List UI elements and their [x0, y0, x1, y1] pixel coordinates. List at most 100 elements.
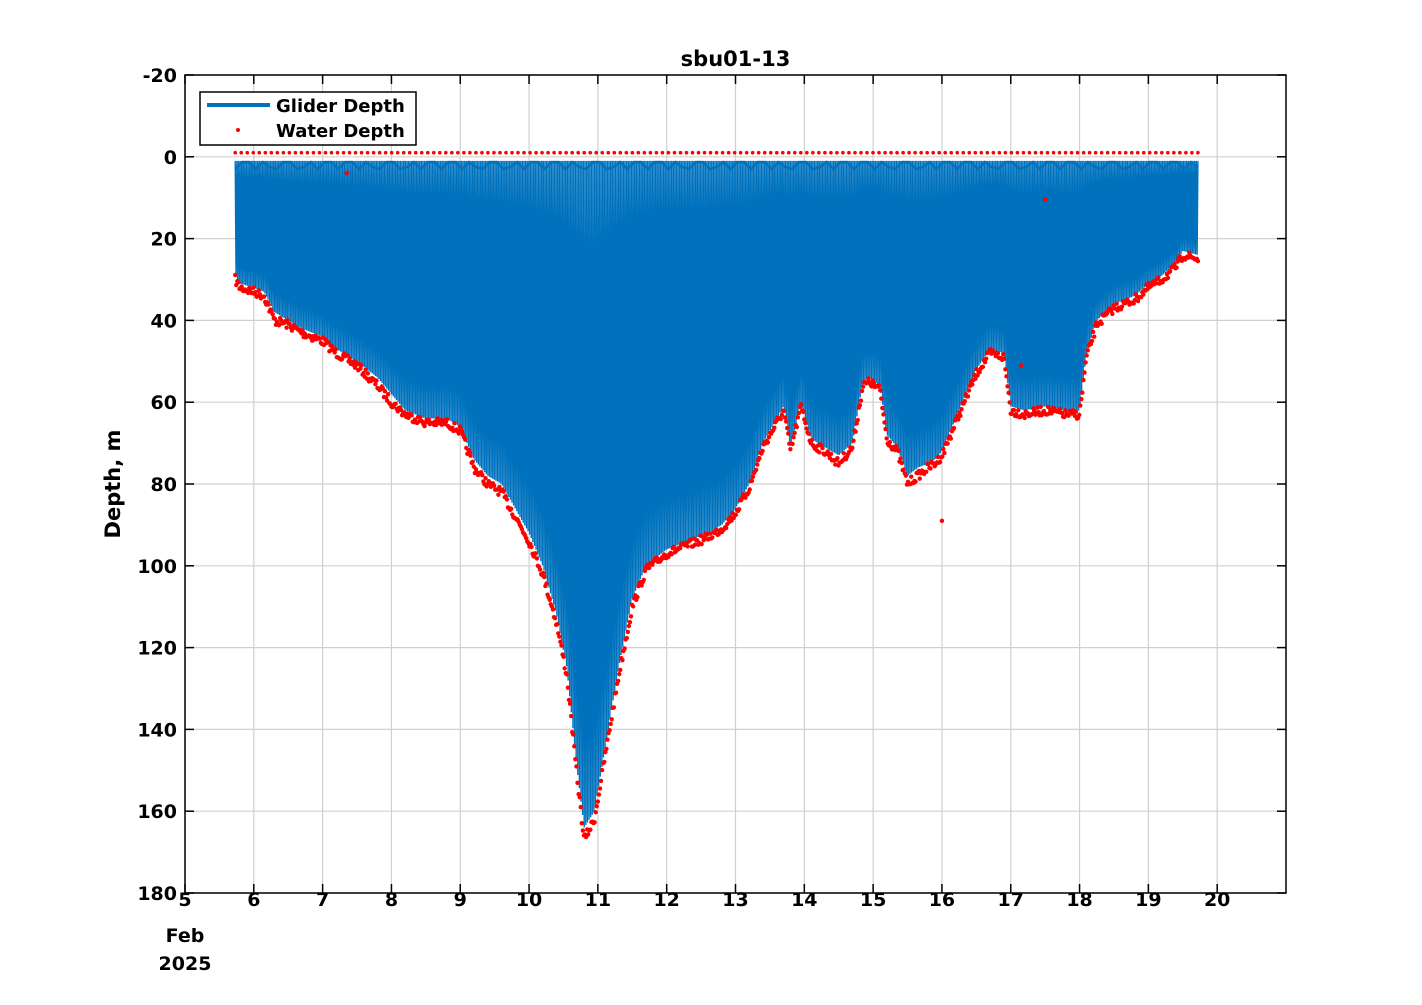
water-depth-point — [970, 382, 975, 387]
water-depth-point — [1078, 403, 1083, 408]
water-depth-point — [955, 413, 960, 419]
water-surface-point — [883, 150, 887, 155]
water-depth-point — [483, 476, 488, 481]
water-depth-point — [547, 597, 552, 602]
water-depth-point — [692, 542, 698, 547]
water-surface-point — [762, 150, 767, 155]
water-depth-point — [1011, 407, 1017, 413]
water-depth-point — [497, 484, 502, 490]
water-surface-point — [919, 150, 923, 155]
water-surface-point — [311, 150, 316, 155]
water-depth-point — [804, 426, 809, 431]
water-depth-point — [1063, 408, 1068, 413]
water-depth-point — [595, 799, 601, 804]
water-surface-point — [287, 150, 292, 155]
y-tick-label: 40 — [151, 310, 177, 332]
water-depth-point — [347, 356, 352, 361]
water-surface-point — [251, 150, 256, 155]
water-depth-point — [253, 289, 258, 295]
water-depth-point — [597, 786, 603, 791]
water-surface-point — [1039, 150, 1044, 155]
water-depth-point — [854, 421, 859, 426]
water-depth-point — [611, 705, 617, 710]
water-depth-point — [622, 646, 627, 651]
water-surface-point — [1033, 150, 1038, 155]
water-surface-point — [642, 150, 647, 155]
x-tick-label: 13 — [722, 889, 748, 911]
water-depth-point — [876, 383, 882, 388]
water-depth-point — [859, 388, 865, 394]
water-depth-point — [1195, 258, 1201, 264]
x-tick-label: 20 — [1204, 889, 1230, 911]
water-depth-point — [270, 312, 275, 317]
x-tick-label: 17 — [998, 889, 1024, 911]
water-surface-point — [335, 150, 340, 155]
water-depth-point — [1081, 377, 1086, 383]
x-tick-label: 12 — [653, 889, 679, 911]
water-surface-point — [678, 150, 683, 155]
water-depth-point — [1002, 356, 1007, 361]
water-depth-point — [1001, 351, 1006, 357]
water-depth-point — [850, 445, 855, 451]
x-tick-label: 14 — [791, 889, 817, 911]
water-depth-point — [523, 535, 529, 541]
water-surface-point — [456, 150, 460, 155]
water-depth-point — [501, 489, 506, 494]
water-depth-point — [330, 344, 335, 349]
water-depth-point — [1082, 370, 1087, 375]
water-depth-point — [326, 339, 331, 345]
water-depth-point — [1073, 409, 1079, 414]
water-depth-point — [1066, 413, 1071, 418]
water-depth-point — [801, 409, 806, 415]
x-tick-label: 8 — [385, 889, 398, 911]
water-depth-point — [579, 821, 584, 826]
water-surface-point — [474, 150, 478, 155]
water-depth-point — [788, 446, 793, 452]
water-surface-point — [1166, 150, 1170, 155]
water-depth-point — [878, 388, 883, 393]
glider-surface-line — [234, 160, 1199, 171]
water-surface-point — [1087, 150, 1092, 155]
water-surface-point — [540, 150, 544, 155]
water-surface-point — [1160, 150, 1164, 155]
water-depth-point — [958, 413, 963, 418]
water-surface-point — [943, 150, 948, 155]
water-depth-point — [557, 634, 562, 639]
water-depth-point — [452, 420, 457, 426]
glider-depth-line — [234, 160, 1199, 828]
legend-water-swatch — [236, 128, 240, 132]
water-depth-point — [1079, 396, 1084, 402]
water-surface-point — [582, 150, 587, 155]
water-surface-point — [293, 150, 298, 155]
water-surface-point — [257, 150, 262, 155]
water-surface-point — [570, 150, 574, 155]
water-depth-point — [422, 423, 427, 429]
water-depth-point — [896, 448, 901, 454]
water-surface-point — [630, 150, 635, 155]
water-surface-point — [528, 150, 532, 155]
water-depth-point — [617, 671, 622, 677]
water-surface-point — [624, 150, 629, 155]
water-depth-point — [261, 294, 267, 299]
y-tick-label: 20 — [151, 229, 177, 251]
water-depth-point — [796, 410, 802, 416]
water-surface-point — [347, 150, 352, 155]
water-surface-point — [985, 150, 990, 155]
water-depth-point — [817, 450, 822, 455]
water-surface-point — [1147, 150, 1152, 155]
water-surface-point — [1075, 150, 1080, 155]
water-depth-point — [470, 459, 475, 465]
water-surface-point — [732, 150, 737, 155]
water-surface-point — [438, 150, 442, 155]
water-depth-point — [1090, 329, 1096, 335]
y-tick-label: 120 — [137, 638, 177, 660]
water-depth-point — [555, 621, 560, 627]
water-depth-point — [795, 415, 801, 420]
water-depth-point — [1004, 374, 1009, 379]
water-surface-point — [522, 150, 526, 155]
y-tick-label: 0 — [164, 147, 177, 169]
y-tick-label: 140 — [137, 719, 177, 741]
water-surface-point — [377, 150, 382, 155]
water-depth-point — [733, 512, 739, 518]
water-depth-point — [269, 308, 274, 313]
